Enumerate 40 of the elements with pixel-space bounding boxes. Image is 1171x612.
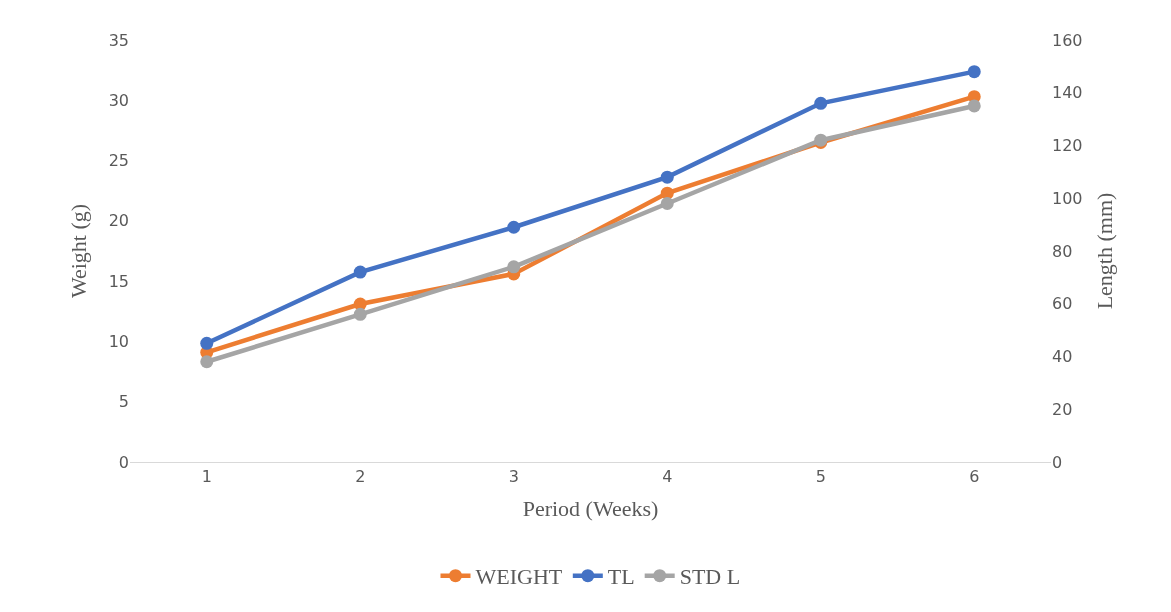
point: [507, 220, 521, 234]
x-tick-label: 2: [355, 467, 366, 487]
y-tick-label: 10: [108, 332, 129, 352]
y2-tick-label: 40: [1052, 347, 1073, 367]
x-tick-label: 4: [662, 467, 673, 487]
y2-tick-label: 100: [1052, 188, 1083, 208]
y-tick-label: 20: [108, 211, 129, 231]
y2-axis-title: Length (mm): [1092, 192, 1118, 310]
point: [814, 96, 828, 110]
point: [967, 65, 981, 79]
y2-tick-label: 80: [1052, 241, 1073, 261]
point: [660, 197, 674, 211]
x-tick-label: 6: [969, 467, 980, 487]
legend-label: WEIGHT: [475, 564, 563, 590]
point: [200, 336, 214, 350]
y-tick-label: 30: [108, 90, 129, 110]
y-tick-label: 0: [118, 452, 129, 472]
legend-label: TL: [607, 564, 635, 590]
x-tick-label: 5: [815, 467, 826, 487]
y-tick-label: 25: [108, 151, 129, 171]
x-tick-label: 3: [508, 467, 519, 487]
y2-tick-label: 120: [1052, 136, 1083, 156]
point: [660, 170, 674, 184]
y2-tick-label: 60: [1052, 294, 1073, 314]
point: [967, 99, 981, 113]
point: [507, 260, 521, 274]
y2-tick-label: 0: [1052, 452, 1063, 472]
y2-tick-label: 140: [1052, 83, 1083, 103]
x-axis-title: Period (Weeks): [522, 496, 659, 522]
y-tick-label: 15: [108, 271, 129, 291]
point: [200, 355, 214, 369]
y-tick-label: 5: [118, 392, 129, 412]
y-axis-title: Weight (g): [66, 203, 92, 299]
point: [353, 265, 367, 279]
y2-tick-label: 160: [1052, 30, 1083, 50]
legend-label: STD L: [679, 564, 741, 590]
y-tick-label: 35: [108, 30, 129, 50]
y2-tick-label: 20: [1052, 399, 1073, 419]
point: [353, 307, 367, 321]
x-tick-label: 1: [201, 467, 212, 487]
